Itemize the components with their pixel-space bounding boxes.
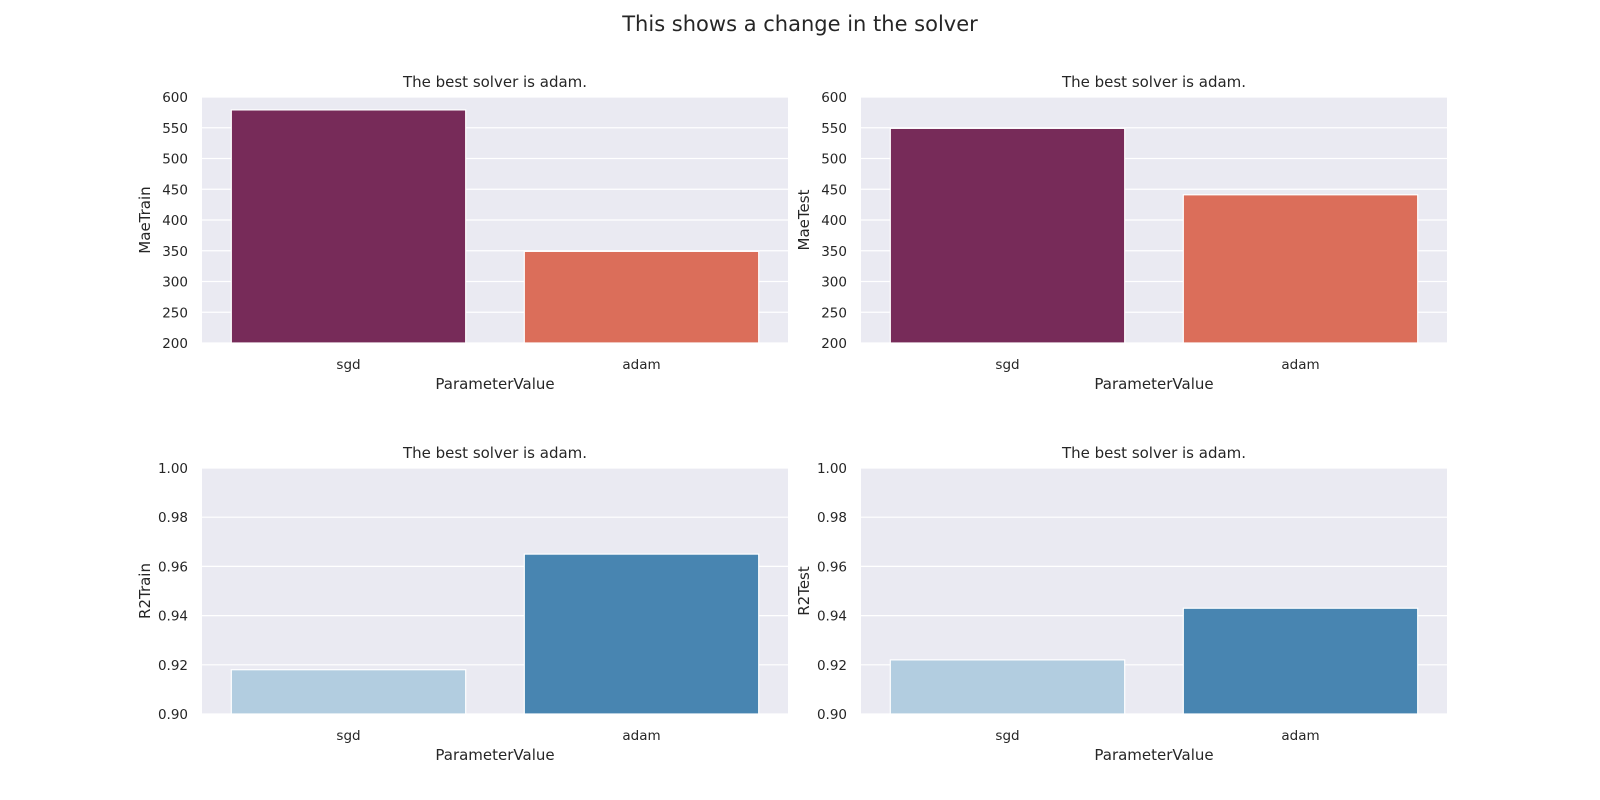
y-tick-label: 400: [821, 213, 847, 229]
y-axis-label: MaeTrain: [136, 186, 154, 253]
y-tick-label: 200: [821, 336, 847, 352]
subplot-1: 200 250 300 350 400 450 500 550 600 sgd adam The be…: [136, 73, 788, 393]
x-axis-label: ParameterValue: [1094, 375, 1213, 393]
y-tick-label: 0.94: [817, 609, 847, 625]
y-tick-label: 550: [162, 121, 188, 137]
x-axis-label: ParameterValue: [435, 746, 554, 764]
x-tick-label: adam: [622, 728, 660, 744]
subplot-title: The best solver is adam.: [1061, 73, 1246, 91]
y-tick-label: 200: [162, 336, 188, 352]
x-tick-label: sgd: [336, 728, 360, 744]
y-tick-label: 0.98: [158, 510, 188, 526]
bar-sgd: [230, 669, 467, 715]
x-axis-label: ParameterValue: [435, 375, 554, 393]
y-tick-label: 1.00: [158, 461, 188, 477]
bar-sgd: [889, 659, 1126, 715]
y-tick-label: 0.96: [158, 559, 188, 575]
bar-adam: [1182, 607, 1419, 715]
subplot-4: 0.90 0.92 0.94 0.96 0.98 1.00 sgd adam The best …: [795, 444, 1447, 764]
y-tick-label: 550: [821, 121, 847, 137]
y-tick-label: 600: [162, 90, 188, 106]
bar-sgd: [230, 109, 467, 344]
x-axis-label: ParameterValue: [1094, 746, 1213, 764]
y-tick-label: 0.90: [158, 707, 188, 723]
y-tick-label: 0.94: [158, 609, 188, 625]
y-tick-label: 0.98: [817, 510, 847, 526]
y-tick-label: 0.92: [158, 658, 188, 674]
bar-adam: [1182, 194, 1419, 344]
x-tick-label: adam: [1281, 357, 1319, 373]
y-tick-label: 300: [821, 275, 847, 291]
y-tick-label: 450: [162, 182, 188, 198]
subplot-2: 200 250 300 350 400 450 500 550 600 sgd adam The be…: [795, 73, 1447, 393]
subplot-3: 0.90 0.92 0.94 0.96 0.98 1.00 sgd adam The best …: [136, 444, 788, 764]
subplot-title: The best solver is adam.: [402, 73, 587, 91]
subplot-grid: 200 250 300 350 400 450 500 550 600 sgd adam The be…: [136, 73, 1447, 764]
bar-adam: [523, 553, 760, 715]
x-tick-label: adam: [622, 357, 660, 373]
bar-sgd: [889, 127, 1126, 344]
subplot-title: The best solver is adam.: [402, 444, 587, 462]
y-tick-label: 0.90: [817, 707, 847, 723]
y-tick-label: 400: [162, 213, 188, 229]
y-tick-label: 600: [821, 90, 847, 106]
y-tick-label: 350: [162, 244, 188, 260]
x-tick-label: adam: [1281, 728, 1319, 744]
x-tick-label: sgd: [995, 357, 1019, 373]
y-tick-label: 0.92: [817, 658, 847, 674]
x-tick-label: sgd: [336, 357, 360, 373]
y-axis-label: R2Train: [136, 563, 154, 619]
y-tick-label: 300: [162, 275, 188, 291]
y-tick-label: 0.96: [817, 559, 847, 575]
y-tick-label: 500: [821, 152, 847, 168]
x-tick-label: sgd: [995, 728, 1019, 744]
subplot-title: The best solver is adam.: [1061, 444, 1246, 462]
y-axis-label: MaeTest: [795, 189, 813, 250]
y-tick-label: 1.00: [817, 461, 847, 477]
y-axis-label: R2Test: [795, 566, 813, 616]
y-tick-label: 500: [162, 152, 188, 168]
figure-suptitle: This shows a change in the solver: [621, 12, 978, 36]
y-tick-label: 450: [821, 182, 847, 198]
y-tick-label: 250: [162, 305, 188, 321]
y-tick-label: 350: [821, 244, 847, 260]
y-tick-label: 250: [821, 305, 847, 321]
bar-adam: [523, 250, 760, 344]
